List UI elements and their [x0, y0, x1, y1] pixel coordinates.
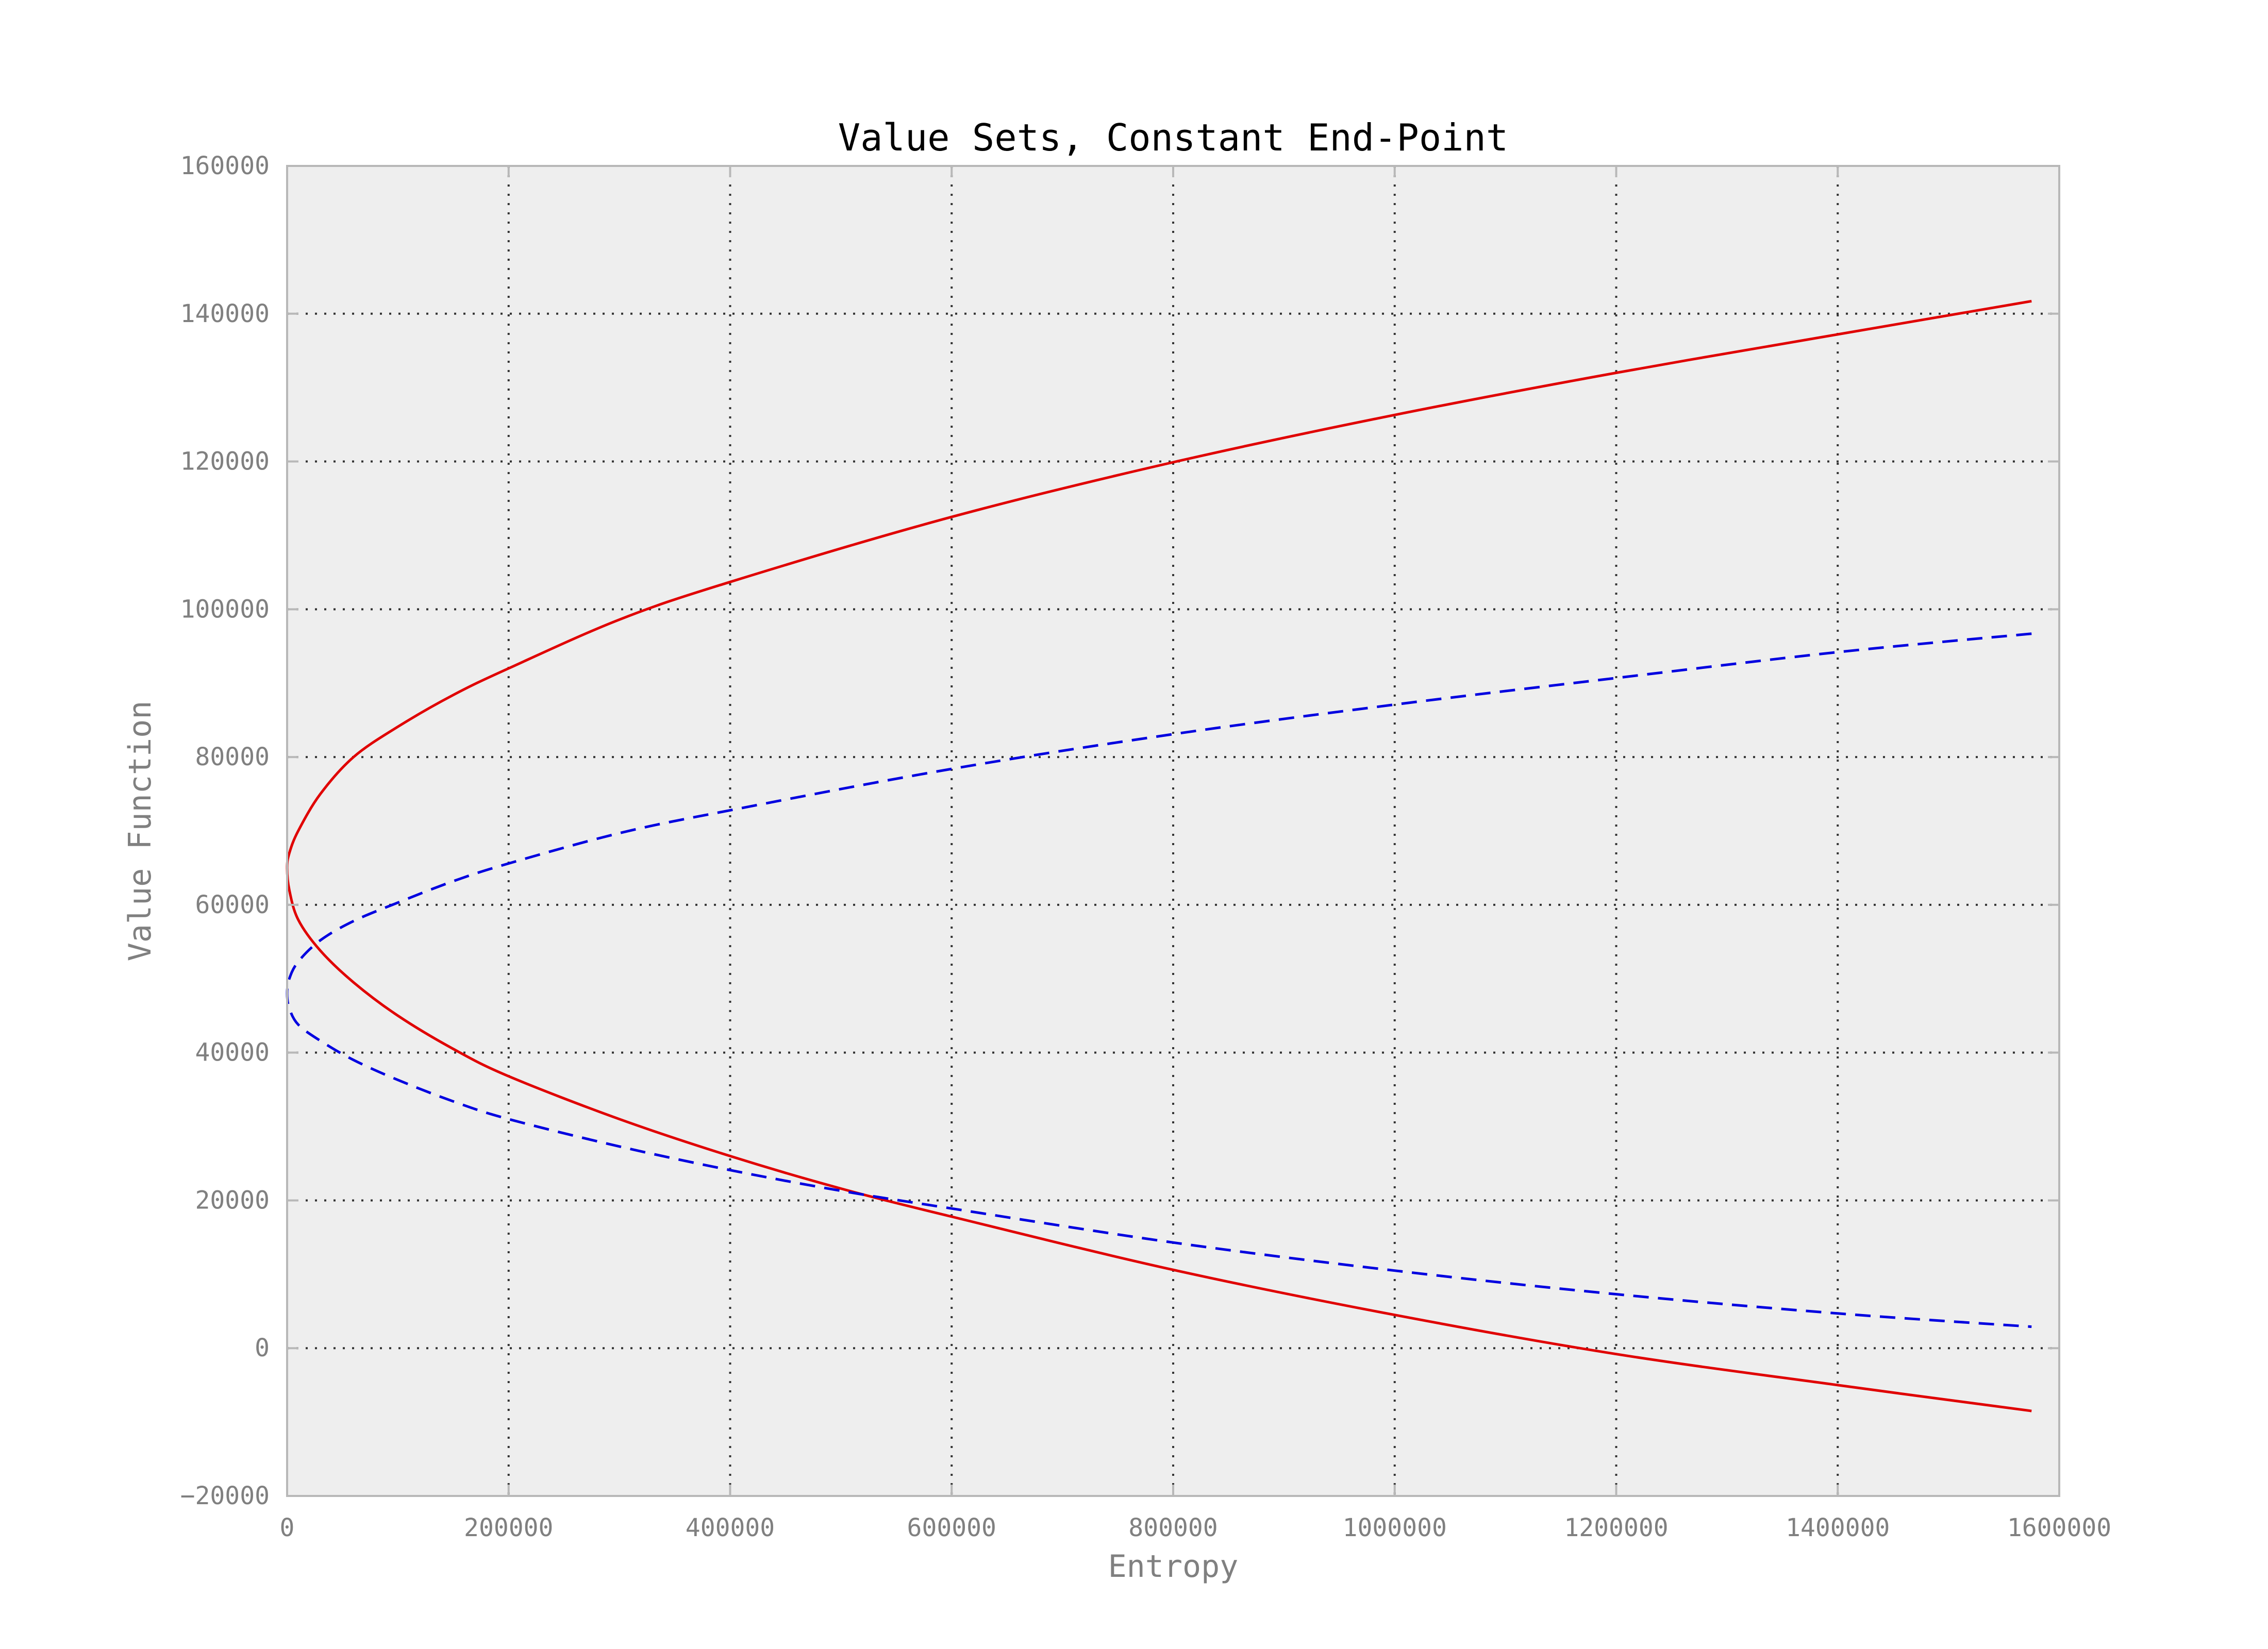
plot-area	[286, 165, 2060, 1497]
ticks: 0 200000 400000 600000 800000 1000000 1200000 1…	[180, 152, 2112, 1542]
y-tick-label: 160000	[180, 152, 270, 180]
y-tick-label: 80000	[195, 743, 270, 771]
x-tick-label: 200000	[464, 1513, 553, 1542]
grid	[287, 166, 2059, 1496]
y-tick-label: 60000	[195, 890, 270, 919]
y-tick-label: 140000	[180, 299, 270, 328]
x-tick-label: 600000	[907, 1513, 996, 1542]
x-tick-label: 400000	[686, 1513, 775, 1542]
x-tick-label: 1200000	[1564, 1513, 1668, 1542]
y-tick-label: 40000	[195, 1038, 270, 1067]
chart-title: Value Sets, Constant End-Point	[838, 116, 1508, 159]
y-tick-label: 0	[255, 1334, 270, 1362]
y-axis-label: Value Function	[122, 701, 158, 962]
x-tick-label: 800000	[1128, 1513, 1218, 1542]
x-tick-label: 0	[280, 1513, 295, 1542]
y-tick-label: −20000	[180, 1482, 270, 1510]
x-tick-label: 1600000	[2007, 1513, 2111, 1542]
y-tick-label: 120000	[180, 447, 270, 476]
x-axis-label: Entropy	[1108, 1549, 1239, 1585]
x-tick-label: 1000000	[1343, 1513, 1447, 1542]
x-tick-label: 1400000	[1786, 1513, 1890, 1542]
y-tick-label: 20000	[195, 1186, 270, 1215]
y-tick-label: 100000	[180, 595, 270, 624]
